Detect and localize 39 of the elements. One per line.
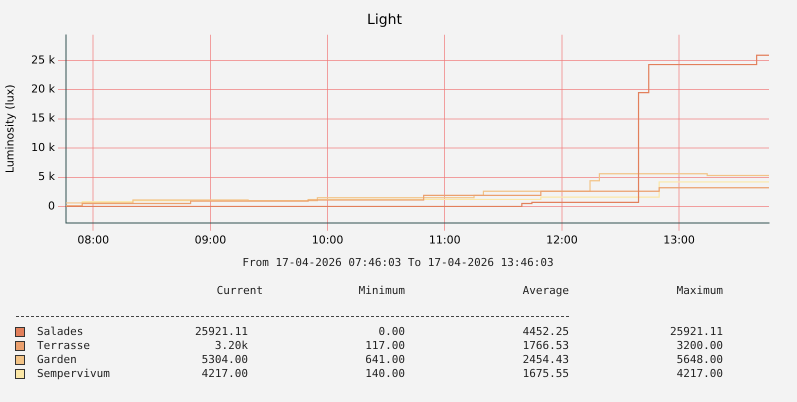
text: Maximum <box>676 284 723 297</box>
y-tick-label: 5 k <box>38 170 56 184</box>
text: 1766.53 <box>522 339 569 352</box>
text: 641.00 <box>365 353 405 366</box>
text: 5304.00 <box>202 353 248 366</box>
x-tick-label: 13:00 <box>663 233 695 246</box>
text: 5648.00 <box>676 353 723 366</box>
text: Minimum <box>358 284 405 297</box>
text: Average <box>522 284 569 297</box>
legend-label: Terrasse <box>37 339 90 352</box>
text: Current <box>216 284 263 297</box>
text: 4217.00 <box>676 367 723 380</box>
chart-title: Light <box>367 12 402 28</box>
y-tick-label: 0 <box>48 199 55 212</box>
text: 2454.43 <box>522 353 569 366</box>
text: 0.00 <box>378 325 405 338</box>
y-tick-label: 10 k <box>31 140 56 154</box>
x-tick-label: 08:00 <box>77 233 110 246</box>
legend-label: Salades <box>37 325 84 338</box>
text: From 17-04-2026 07:46:03 To 17-04-2026 13:46:03 <box>242 256 554 269</box>
legend-label: Sempervivum <box>37 367 110 380</box>
text: 117.00 <box>365 339 405 352</box>
text: 4452.25 <box>522 325 569 338</box>
text: 3.20k <box>214 339 248 352</box>
legend-label: Garden <box>37 353 77 366</box>
y-tick-label: 25 k <box>31 53 56 66</box>
x-tick-label: 11:00 <box>428 233 461 246</box>
text: 25921.11 <box>670 325 723 338</box>
text: 1675.55 <box>522 367 569 380</box>
x-tick-label: 09:00 <box>194 233 226 246</box>
x-tick-label: 12:00 <box>546 233 578 246</box>
text: 3200.00 <box>676 339 723 352</box>
y-axis-title: Luminosity (lux) <box>3 84 16 174</box>
x-tick-label: 10:00 <box>312 233 344 246</box>
text: 25921.11 <box>195 325 248 338</box>
y-tick-label: 20 k <box>31 82 56 96</box>
text: 140.00 <box>365 367 405 380</box>
y-tick-label: 15 k <box>31 112 56 125</box>
text: 4217.00 <box>202 367 248 380</box>
